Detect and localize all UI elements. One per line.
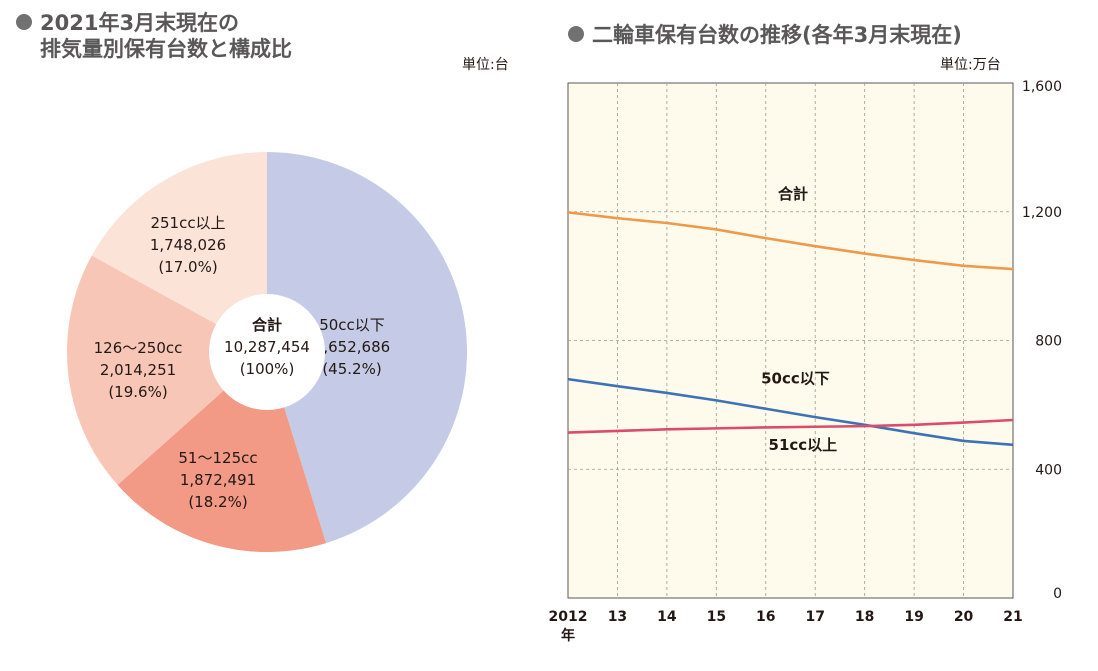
y-tick-label: 400 [1035, 462, 1062, 478]
pie-slice-label: 51〜125cc [178, 449, 257, 467]
pie-slice-pct: (17.0%) [158, 258, 217, 276]
pie-heading-line2: 排気量別保有台数と構成比 [40, 37, 292, 61]
pie-slice [91, 152, 268, 352]
series-label: 50cc以下 [761, 370, 830, 388]
pie-slice [67, 255, 268, 485]
series-line [567, 418, 1014, 434]
line-unit-label: 単位:万台 [940, 57, 1001, 73]
bullet-dot-icon [568, 26, 584, 42]
pie-chart: 50cc以下 4,652,686 (45.2%) 51〜125cc 1,872,491 (… [67, 152, 468, 552]
pie-slice-value: 2,014,251 [100, 361, 176, 379]
x-tick-label: 2012 [549, 609, 588, 625]
pie-slice-pct: (19.6%) [108, 383, 167, 401]
x-tick-label: 16 [756, 609, 775, 625]
pie-slice-label: 251cc以上 [150, 214, 225, 232]
pie-unit-label: 単位:台 [462, 57, 509, 73]
x-tick-label: 21 [1003, 609, 1022, 625]
pie-slice-value: 4,652,686 [314, 338, 390, 356]
pie-heading-line1: 2021年3月末現在の [40, 11, 240, 35]
pie-center-pct: (100%) [240, 360, 295, 378]
series-label: 合計 [777, 185, 808, 203]
y-tick-label: 0 [1053, 586, 1062, 602]
pie-center-value: 10,287,454 [224, 338, 310, 356]
pie-center-hole [209, 294, 325, 410]
pie-slice-pct: (45.2%) [322, 360, 381, 378]
line-chart: 0 400 800 1,200 1,600 2012 13 14 15 16 17 18 19 20 21 年… [549, 79, 1062, 644]
y-tick-label: 1,600 [1022, 79, 1062, 95]
y-tick-label: 800 [1035, 334, 1062, 350]
x-tick-label: 15 [707, 609, 726, 625]
x-tick-label: 19 [904, 609, 923, 625]
y-tick-label: 1,200 [1022, 205, 1062, 221]
x-tick-label: 20 [954, 609, 974, 625]
x-tick-label: 13 [608, 609, 627, 625]
pie-slice-value: 1,748,026 [150, 236, 226, 254]
series-line [567, 211, 1014, 271]
x-tick-label: 18 [855, 609, 874, 625]
x-tick-label: 17 [805, 609, 824, 625]
pie-heading: 2021年3月末現在の 排気量別保有台数と構成比 [16, 10, 292, 62]
pie-slice [267, 152, 468, 544]
x-axis-year-suffix: 年 [561, 627, 575, 644]
pie-slice-label: 126〜250cc [94, 339, 183, 357]
pie-slice-label: 50cc以下 [319, 316, 385, 334]
series-label: 51cc以上 [769, 436, 838, 454]
x-tick-label: 14 [657, 609, 677, 625]
line-heading: 二輪車保有台数の推移(各年3月末現在) [568, 22, 962, 48]
series-line [567, 377, 1014, 447]
pie-center-label: 合計 [251, 316, 282, 334]
pie-slice-value: 1,872,491 [180, 471, 256, 489]
line-heading-text: 二輪車保有台数の推移(各年3月末現在) [592, 23, 962, 47]
pie-slice-pct: (18.2%) [188, 493, 247, 511]
bullet-dot-icon [16, 14, 32, 30]
